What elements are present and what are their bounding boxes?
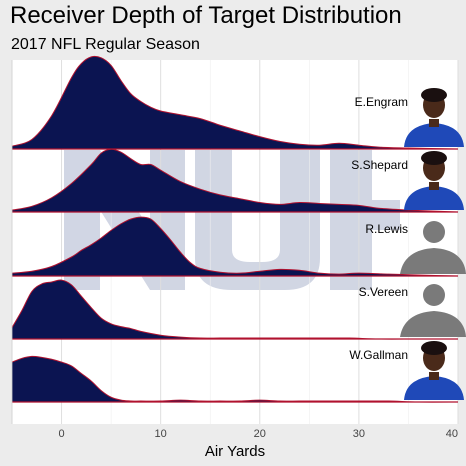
ridge-area xyxy=(12,56,458,149)
x-tick-label: 20 xyxy=(254,428,266,440)
player-name-label: S.Vereen xyxy=(359,285,408,299)
ridge-series: S.Vereen xyxy=(11,279,466,340)
hair xyxy=(421,341,447,355)
player-silhouette-icon xyxy=(400,221,466,274)
ridge-series: S.Shepard xyxy=(11,148,464,213)
jersey xyxy=(404,376,464,400)
silhouette-head xyxy=(423,221,445,243)
hair xyxy=(421,151,447,165)
jersey xyxy=(404,123,464,147)
silhouette-body xyxy=(400,248,466,274)
ridge-series: E.Engram xyxy=(11,55,464,150)
player-name-label: S.Shepard xyxy=(351,158,408,172)
jersey xyxy=(404,186,464,210)
ridge-outline xyxy=(11,55,459,150)
silhouette-head xyxy=(423,284,445,306)
x-tick-label: 40 xyxy=(446,428,458,440)
ridge-outline xyxy=(11,148,459,213)
logo-letter-y xyxy=(195,150,320,290)
x-tick-label: 30 xyxy=(353,428,365,440)
ridge-series: W.Gallman xyxy=(11,341,464,403)
neck xyxy=(429,119,439,127)
ridge-outline xyxy=(11,355,459,403)
x-tick-label: 0 xyxy=(58,428,64,440)
player-name-label: E.Engram xyxy=(355,95,408,109)
x-tick-label: 10 xyxy=(155,428,167,440)
ridge-area xyxy=(12,149,458,212)
player-photo-icon xyxy=(404,151,464,210)
neck xyxy=(429,182,439,190)
ridge-outline xyxy=(11,279,458,340)
silhouette-body xyxy=(400,311,466,337)
player-silhouette-icon xyxy=(400,284,466,337)
player-name-label: W.Gallman xyxy=(349,348,408,362)
ridge-area xyxy=(12,217,458,276)
hair xyxy=(421,88,447,102)
ridge-series: R.Lewis xyxy=(11,216,466,277)
logo-letter-g xyxy=(330,150,400,290)
player-name-label: R.Lewis xyxy=(365,222,408,236)
ridge-area xyxy=(12,280,458,340)
neck xyxy=(429,372,439,380)
chart-title: Receiver Depth of Target Distribution xyxy=(10,2,402,29)
chart-subtitle: 2017 NFL Regular Season xyxy=(11,36,200,53)
x-axis-title: Air Yards xyxy=(205,443,265,460)
player-photo-icon xyxy=(404,341,464,400)
ridge-outline xyxy=(11,216,459,277)
player-photo-icon xyxy=(404,88,464,147)
